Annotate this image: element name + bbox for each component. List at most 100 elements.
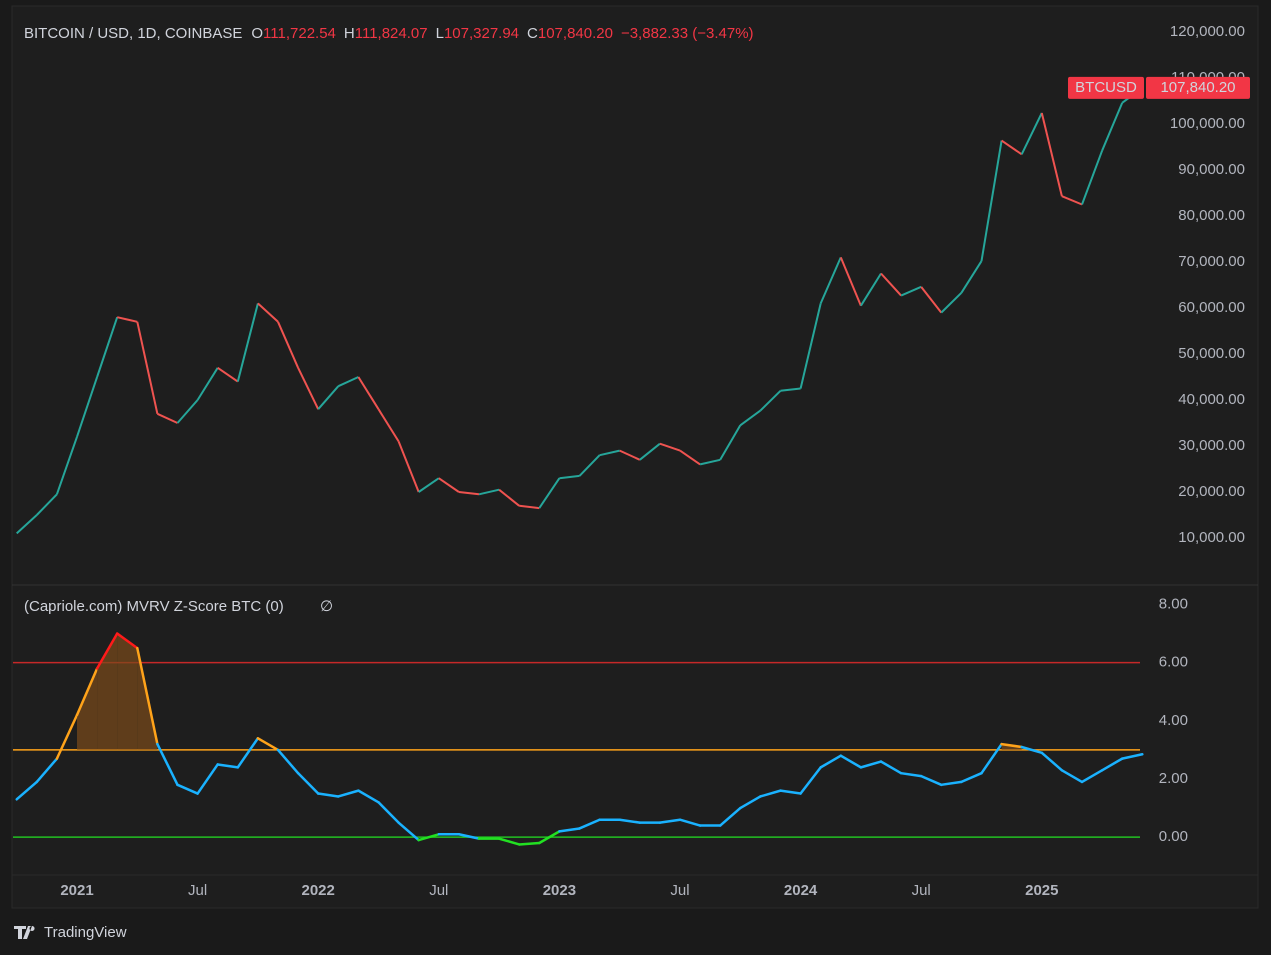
price-segment [819,256,842,304]
zscore-segment [497,837,521,846]
price-segment [799,303,822,389]
zscore-segment [940,780,963,787]
indicator-title: (Capriole.com) MVRV Z-Score BTC (0) [24,598,284,615]
price-segment [96,316,119,378]
ohlc-key: H [344,25,355,42]
price-segment [719,424,742,461]
zscore-segment [236,737,260,769]
ohlc-value: 107,327.94 [444,25,519,42]
x-tick-label: 2023 [543,882,576,899]
x-tick-label: Jul [188,882,207,899]
y-tick-label: 2.00 [1159,770,1188,787]
change: −3,882.33 (−3.47%) [621,25,754,42]
ohlc-key: L [436,25,444,42]
price-segment [1101,102,1124,152]
price-segment [619,449,641,461]
zone-fill [117,633,138,750]
price-segment [337,376,359,388]
zscore-segment [658,818,682,824]
price-segment [116,316,138,323]
y-tick-label: 0.00 [1159,828,1188,845]
zscore-segment [678,818,702,827]
price-segment [217,366,239,383]
price-tag-value: 107,840.20 [1160,79,1235,96]
zscore-segment [1020,745,1044,755]
zscore-segment [739,795,762,810]
zscore-segment [919,774,943,787]
x-tick-label: 2024 [784,882,818,899]
zscore-segment [759,789,782,798]
ohlc-value: 107,840.20 [538,25,613,42]
price-tag-bg [1146,76,1250,99]
zscore-segment [799,766,822,795]
zscore-segment [196,763,219,795]
zscore-segment [980,742,1003,775]
price-segment [519,504,540,510]
zscore-segment [517,841,541,846]
y-tick-label: 6.00 [1159,654,1188,671]
x-tick-label: 2025 [1025,882,1058,899]
ohlc-key: C [527,25,538,42]
zscore-segment [1120,753,1144,760]
price-segment [880,272,902,297]
zscore-segment [337,789,360,798]
price-segment [780,387,801,392]
zscore-segment [899,771,923,778]
price-segment [277,321,300,369]
indicator-icon: ∅ [320,598,333,615]
price-segment [679,449,701,466]
price-segment [16,514,38,535]
price-segment [377,408,400,442]
price-segment [559,474,580,480]
zscore-segment [256,737,280,752]
price-segment [1040,112,1063,197]
price-segment [76,376,99,438]
zscore-segment [1040,751,1064,772]
price-segment [900,285,922,297]
price-segment [156,412,178,424]
price-segment [236,303,259,382]
y-tick-label: 70,000.00 [1178,253,1245,270]
y-tick-label: 30,000.00 [1178,437,1245,454]
price-segment [1061,195,1083,206]
zscore-segment [819,754,843,769]
brand: TradingView [44,924,127,941]
price-segment [578,454,601,477]
price-segment [659,442,681,452]
zscore-segment [1000,742,1023,749]
y-tick-label: 20,000.00 [1178,483,1245,500]
zscore-segment [538,830,561,845]
zscore-segment [1060,769,1084,784]
zscore-segment [95,632,119,670]
price-segment [176,399,199,424]
y-tick-label: 50,000.00 [1178,345,1245,362]
price-segment [397,441,420,493]
price-segment [699,458,721,466]
price-segment [538,477,561,509]
x-tick-label: 2021 [60,882,93,899]
price-segment [1001,139,1023,156]
y-tick-label: 80,000.00 [1178,207,1245,224]
zscore-segment [15,780,39,801]
price-tag-bg [1068,76,1144,99]
zscore-segment [55,713,79,760]
zscore-segment [357,789,380,804]
price-segment [438,477,460,493]
price-segment [739,409,761,427]
y-tick-label: 90,000.00 [1178,161,1245,178]
x-tick-label: Jul [670,882,689,899]
zscore-segment [115,632,139,650]
zscore-segment [578,818,601,830]
price-segment [136,321,159,415]
price-segment [55,436,78,495]
y-tick-label: 10,000.00 [1178,529,1245,546]
zscore-segment [457,833,481,840]
x-tick-label: Jul [912,882,931,899]
y-tick-label: 100,000.00 [1170,115,1245,132]
zscore-segment [156,742,179,787]
zscore-segment [859,760,883,769]
price-segment [1020,112,1043,155]
y-tick-label: 40,000.00 [1178,391,1245,408]
price-segment [599,449,620,457]
zscore-segment [1100,757,1124,772]
